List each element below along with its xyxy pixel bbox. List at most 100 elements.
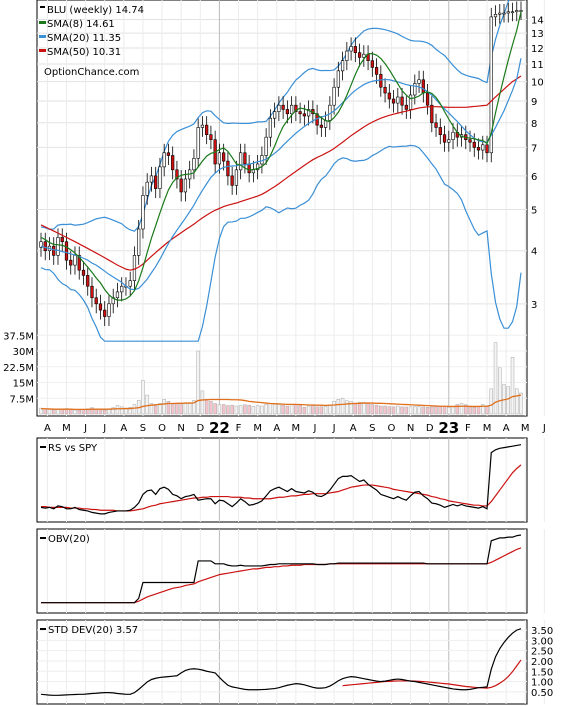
obv-legend-label: OBV(20) [48,534,90,545]
volume-average-line [41,394,522,411]
candle-body [149,175,154,183]
month-label: N [177,423,184,434]
candle-body [442,134,447,143]
candle-body [171,155,175,171]
candle-body [481,144,485,151]
volume-bar [213,403,217,415]
volume-bar [472,407,477,415]
candle-body [120,285,124,293]
volume-bar [400,406,404,415]
candle-body [90,285,94,299]
month-label: N [407,423,414,434]
volume-bar [391,406,396,415]
volume-bar [209,401,213,415]
candle-body [43,241,47,252]
volume-bar [298,405,302,415]
volume-bar [43,408,47,415]
volume-bar [119,406,124,415]
volume-bar [438,405,443,415]
candle-body [332,86,336,106]
candle-body [451,131,455,140]
candle-body [277,104,281,112]
candle-body [192,157,196,171]
volume-bar [73,409,77,415]
volume-bar [396,405,400,415]
volume-bar [417,406,421,415]
candle-body [336,70,340,88]
volume-bar [374,404,379,415]
volume-bar [383,405,387,415]
volume-bar [366,403,370,415]
price-tick-label: 11 [531,60,544,71]
candle-body [56,237,60,256]
candle-body [306,109,311,117]
price-tick-label: 8 [531,119,537,130]
candle-body [383,86,387,94]
month-label: M [292,423,301,434]
volume-bar [107,409,111,415]
candle-body [256,163,260,171]
candle-body [285,109,289,115]
volume-bar [153,405,158,415]
candle-body [141,195,145,230]
legend-swatch-sma50 [39,49,46,52]
volume-bar [90,407,94,415]
lower-band-line [40,144,522,342]
legend-price: BLU (weekly) 14.74 [47,5,144,16]
candle-body [298,111,302,115]
volume-tick-label: 15M [13,379,34,390]
candle-body [154,175,158,189]
month-label: S [140,423,146,434]
volume-bar [404,406,409,415]
volume-bar [408,406,413,415]
candle-body [64,241,69,261]
volume-bar [370,404,375,415]
volume-bar [336,399,341,415]
volume-bar [162,399,166,415]
volume-bar [362,402,366,415]
month-label: A [273,423,280,434]
candle-body [98,303,103,311]
volume-bar [98,409,103,415]
candle-body [145,181,149,196]
month-label: A [350,423,357,434]
volume-bar [498,367,502,415]
candle-body [226,160,230,177]
month-label: J [313,423,317,434]
volume-bar [179,404,183,415]
month-label: F [236,423,242,434]
candle-body [69,259,73,266]
volume-bar [56,409,60,415]
volume-bar [285,405,290,415]
candle-body [162,152,166,168]
candle-body [128,280,132,287]
candle-body [107,303,111,317]
volume-bar [192,400,196,415]
candle-body [73,255,77,266]
volume-bar [102,409,107,415]
month-label: J [83,423,87,434]
volume-bar [166,401,171,415]
volume-bar [340,398,345,415]
candle-body [281,104,285,110]
std-tick-label: 3.50 [531,626,553,637]
volume-bar [425,407,430,415]
volume-bar [302,407,307,415]
month-label: S [369,423,375,434]
rs-legend: RS vs SPY [40,443,98,454]
candle-body [519,10,523,12]
candle-body [472,141,476,148]
std-legend: STD DEV(20) 3.57 [40,625,138,636]
candle-body [290,104,294,115]
volume-bar [294,404,298,415]
month-label: A [44,423,51,434]
candle-body [205,124,209,135]
candle-body [234,169,239,186]
price-tick-label: 4 [531,247,537,258]
price-tick-label: 12 [531,44,544,55]
price-tick-label: 14 [531,15,544,26]
candle-body [425,92,430,106]
rs-line [40,444,522,515]
price-tick-label: 10 [531,78,544,89]
